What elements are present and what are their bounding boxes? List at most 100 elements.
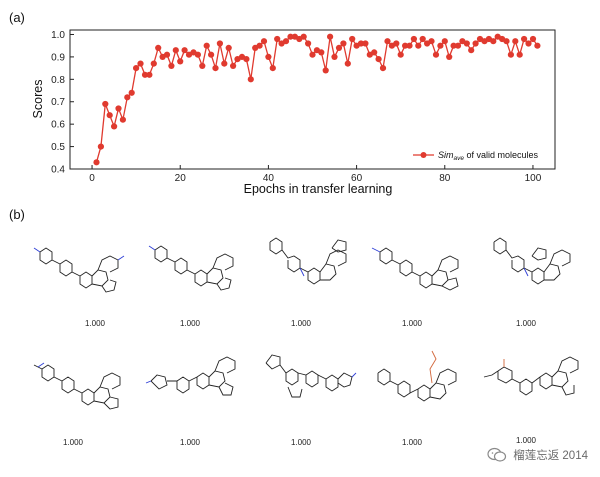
data-point bbox=[335, 44, 343, 52]
data-point bbox=[102, 100, 109, 108]
data-point bbox=[225, 44, 232, 52]
molecule-score-7: 1.000 bbox=[179, 438, 201, 447]
y-tick-label: 0.4 bbox=[51, 165, 65, 176]
y-tick-label: 0.5 bbox=[51, 142, 65, 153]
molecule-score-3: 1.000 bbox=[290, 319, 312, 328]
molecule-score-9: 1.000 bbox=[401, 438, 423, 447]
data-point bbox=[124, 94, 131, 101]
data-point bbox=[318, 49, 325, 56]
data-point bbox=[397, 51, 404, 58]
molecule-structure-7 bbox=[145, 356, 236, 396]
data-point bbox=[230, 62, 237, 69]
molecule-structure-4 bbox=[371, 247, 459, 291]
y-tick-label: 1.0 bbox=[51, 30, 65, 41]
data-point bbox=[375, 56, 382, 63]
data-point bbox=[141, 71, 149, 78]
data-point bbox=[472, 40, 479, 47]
data-point bbox=[402, 42, 409, 49]
data-point bbox=[163, 51, 171, 58]
axis-ticks: 0 20 40 60 80 100 0.4 0.5 0.6 0.7 0.8 0.9 1.0 bbox=[51, 30, 542, 184]
data-point bbox=[243, 56, 250, 63]
data-point bbox=[393, 40, 400, 47]
data-point bbox=[371, 49, 378, 56]
data-point bbox=[111, 123, 118, 130]
data-point bbox=[199, 62, 206, 69]
data-point bbox=[194, 51, 201, 58]
molecule-structure-8 bbox=[265, 354, 357, 398]
x-tick-label: 80 bbox=[439, 173, 451, 184]
data-point bbox=[269, 65, 276, 72]
data-point bbox=[300, 33, 307, 40]
watermark: 榴莲忘返 2014 bbox=[487, 447, 588, 463]
x-tick-label: 40 bbox=[263, 173, 275, 184]
data-point bbox=[331, 53, 338, 61]
data-point bbox=[212, 65, 219, 72]
data-point bbox=[208, 51, 215, 58]
data-point bbox=[419, 35, 426, 43]
x-tick-label: 100 bbox=[525, 173, 542, 184]
data-point bbox=[256, 42, 263, 49]
data-point bbox=[115, 105, 122, 112]
data-point bbox=[503, 38, 510, 45]
watermark-text: 榴莲忘返 2014 bbox=[513, 450, 588, 462]
y-tick-label: 0.6 bbox=[51, 120, 65, 131]
data-point bbox=[441, 38, 448, 45]
data-point bbox=[119, 116, 126, 123]
data-point bbox=[529, 35, 537, 43]
data-point bbox=[322, 67, 329, 74]
score-line-chart: 0 20 40 60 80 100 0.4 0.5 0.6 0.7 0.8 0.9 1.0 Scores… bbox=[31, 29, 556, 196]
data-point bbox=[203, 42, 210, 49]
data-point bbox=[410, 35, 417, 43]
data-point bbox=[454, 42, 462, 49]
molecule-score-1: 1.000 bbox=[84, 319, 106, 328]
data-point bbox=[362, 40, 369, 47]
data-point bbox=[384, 38, 391, 45]
x-tick-label: 20 bbox=[175, 173, 187, 184]
y-tick-label: 0.9 bbox=[51, 52, 65, 63]
data-point bbox=[507, 51, 514, 58]
x-tick-label: 60 bbox=[351, 173, 363, 184]
molecule-score-10: 1.000 bbox=[515, 436, 537, 445]
wechat-icon bbox=[487, 447, 507, 462]
data-point bbox=[534, 42, 541, 49]
data-point bbox=[97, 143, 104, 150]
data-point bbox=[357, 40, 365, 47]
data-point bbox=[463, 40, 470, 47]
data-point bbox=[216, 40, 223, 47]
data-point bbox=[274, 35, 281, 43]
data-point bbox=[428, 38, 435, 45]
molecule-structure-9 bbox=[377, 350, 457, 402]
plot-frame bbox=[69, 29, 556, 170]
data-point bbox=[247, 76, 254, 83]
molecule-score-5: 1.000 bbox=[515, 319, 537, 328]
data-point bbox=[468, 47, 475, 54]
data-point bbox=[93, 159, 100, 166]
data-point bbox=[349, 35, 356, 43]
molecule-structure-6 bbox=[33, 362, 121, 410]
data-point bbox=[221, 60, 228, 67]
data-point bbox=[327, 33, 334, 40]
data-point bbox=[287, 33, 294, 40]
molecule-score-6: 1.000 bbox=[62, 438, 84, 447]
data-point bbox=[260, 38, 268, 45]
x-axis-title: Epochs in transfer learning bbox=[244, 182, 393, 196]
series-points bbox=[93, 33, 541, 166]
data-point bbox=[133, 65, 140, 72]
molecule-structure-1 bbox=[33, 247, 125, 293]
data-point bbox=[106, 112, 113, 119]
data-point bbox=[150, 60, 157, 67]
molecule-structure-3 bbox=[269, 237, 347, 285]
data-point bbox=[172, 47, 179, 54]
molecule-structure-2 bbox=[148, 245, 234, 291]
data-point bbox=[181, 47, 188, 54]
molecule-score-2: 1.000 bbox=[179, 319, 201, 328]
data-point bbox=[512, 38, 519, 45]
y-axis-title: Scores bbox=[31, 80, 45, 119]
data-point bbox=[432, 51, 440, 58]
legend: Simave of valid molecules bbox=[413, 150, 539, 162]
molecule-structure-10 bbox=[483, 356, 579, 396]
data-point bbox=[379, 65, 387, 72]
data-point bbox=[168, 62, 175, 69]
legend-marker bbox=[420, 152, 427, 158]
data-point bbox=[344, 60, 351, 67]
